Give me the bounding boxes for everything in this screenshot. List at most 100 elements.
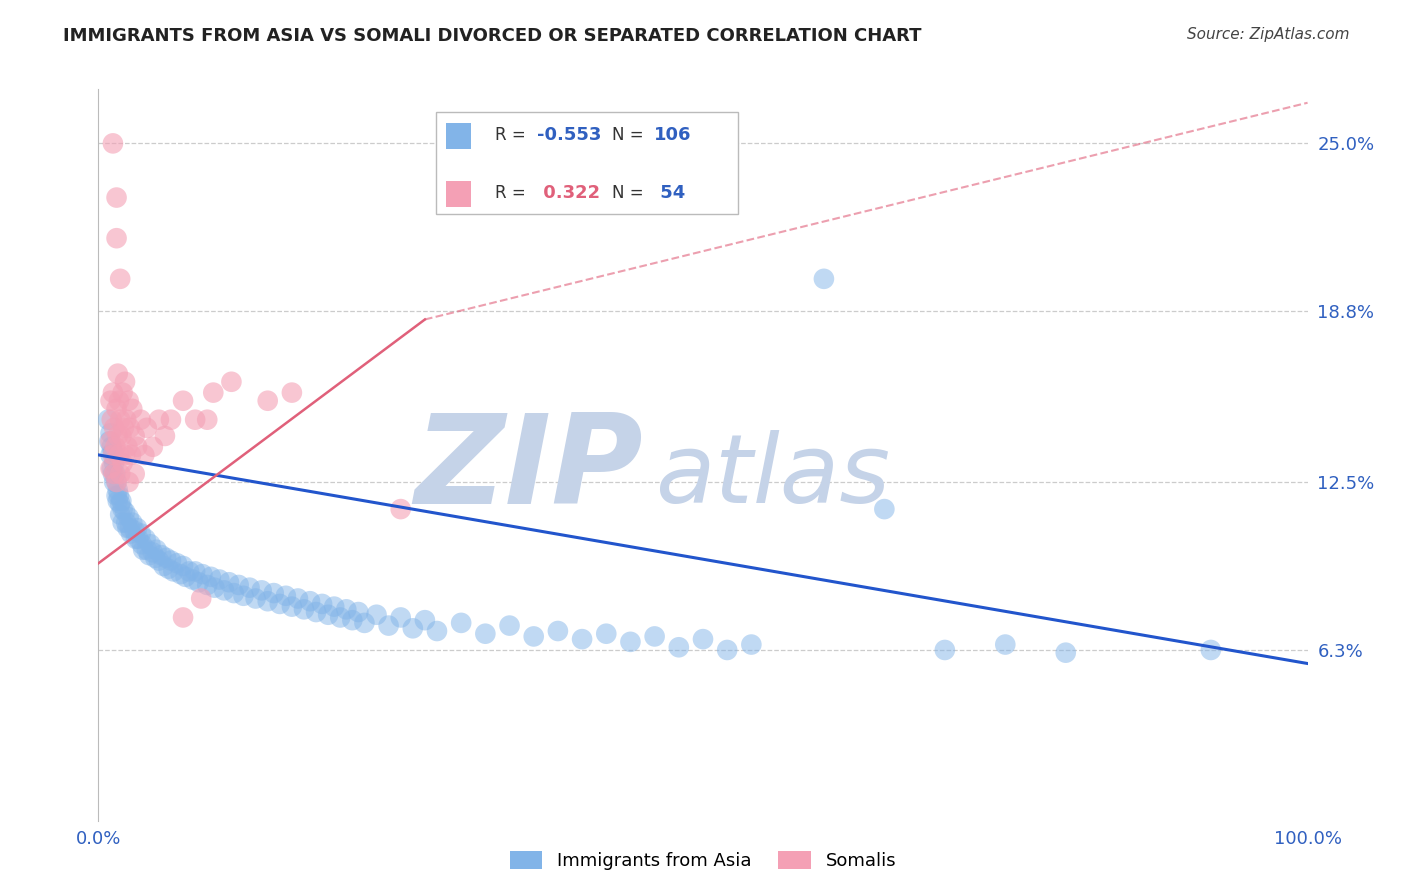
Point [105, 475, 128, 489]
Point [118, 393, 141, 408]
Point [100, 461, 122, 475]
Point [305, 605, 328, 619]
Point [347, 605, 370, 619]
Point [413, 613, 436, 627]
Point [212, 583, 235, 598]
Point [132, 542, 155, 557]
Point [108, 272, 131, 286]
Point [474, 626, 496, 640]
Point [148, 553, 170, 567]
Point [111, 456, 134, 470]
Point [127, 440, 149, 454]
Point [155, 550, 177, 565]
Point [256, 594, 278, 608]
Point [100, 434, 122, 449]
Point [103, 421, 125, 435]
Point [426, 624, 449, 638]
Point [873, 502, 896, 516]
Point [221, 375, 243, 389]
Point [172, 559, 194, 574]
Point [342, 613, 364, 627]
Point [145, 542, 167, 557]
Point [184, 565, 207, 579]
Point [110, 429, 132, 443]
Point [114, 375, 136, 389]
Point [232, 589, 254, 603]
Point [107, 367, 129, 381]
Point [256, 393, 278, 408]
Point [134, 448, 156, 462]
Point [668, 640, 690, 655]
Point [101, 445, 124, 459]
Point [150, 548, 173, 562]
Point [143, 550, 166, 565]
Point [222, 586, 245, 600]
Point [114, 505, 136, 519]
Text: Source: ZipAtlas.com: Source: ZipAtlas.com [1187, 27, 1350, 42]
Point [118, 421, 141, 435]
Point [135, 542, 157, 557]
Point [523, 629, 546, 643]
Point [740, 638, 762, 652]
Point [402, 621, 425, 635]
Point [166, 556, 188, 570]
Point [103, 456, 125, 470]
Point [115, 516, 138, 530]
Point [108, 497, 131, 511]
Point [1199, 643, 1222, 657]
Point [104, 440, 127, 454]
Point [323, 599, 346, 614]
Point [153, 429, 176, 443]
Text: IMMIGRANTS FROM ASIA VS SOMALI DIVORCED OR SEPARATED CORRELATION CHART: IMMIGRANTS FROM ASIA VS SOMALI DIVORCED … [63, 27, 922, 45]
Point [274, 589, 297, 603]
Point [366, 607, 388, 622]
Point [498, 618, 520, 632]
Point [135, 421, 157, 435]
Point [1054, 646, 1077, 660]
Point [934, 643, 956, 657]
Point [129, 413, 152, 427]
Point [121, 401, 143, 416]
Point [160, 553, 183, 567]
Text: N =: N = [612, 126, 648, 144]
Point [316, 607, 339, 622]
Point [139, 537, 162, 551]
Point [142, 545, 165, 559]
Point [101, 448, 124, 462]
Point [162, 565, 184, 579]
Point [190, 591, 212, 606]
Point [571, 632, 593, 647]
Point [269, 597, 291, 611]
Point [281, 599, 304, 614]
Point [377, 618, 399, 632]
Point [100, 448, 122, 462]
Point [101, 385, 124, 400]
Point [195, 578, 218, 592]
Point [100, 393, 122, 408]
Point [245, 591, 267, 606]
Point [994, 638, 1017, 652]
Point [118, 510, 141, 524]
Point [169, 567, 191, 582]
Point [100, 461, 122, 475]
Point [127, 521, 149, 535]
Text: N =: N = [612, 184, 648, 202]
Point [108, 489, 131, 503]
Point [108, 467, 131, 481]
Point [174, 570, 197, 584]
Point [619, 635, 641, 649]
Point [208, 573, 231, 587]
Text: 106: 106 [654, 126, 692, 144]
Point [135, 532, 157, 546]
Point [105, 489, 128, 503]
Point [239, 581, 262, 595]
Point [311, 597, 333, 611]
Point [124, 429, 146, 443]
Point [200, 570, 222, 584]
Point [103, 467, 125, 481]
Point [335, 602, 357, 616]
Point [107, 483, 129, 497]
Point [813, 272, 835, 286]
Point [108, 448, 131, 462]
Text: R =: R = [495, 126, 531, 144]
